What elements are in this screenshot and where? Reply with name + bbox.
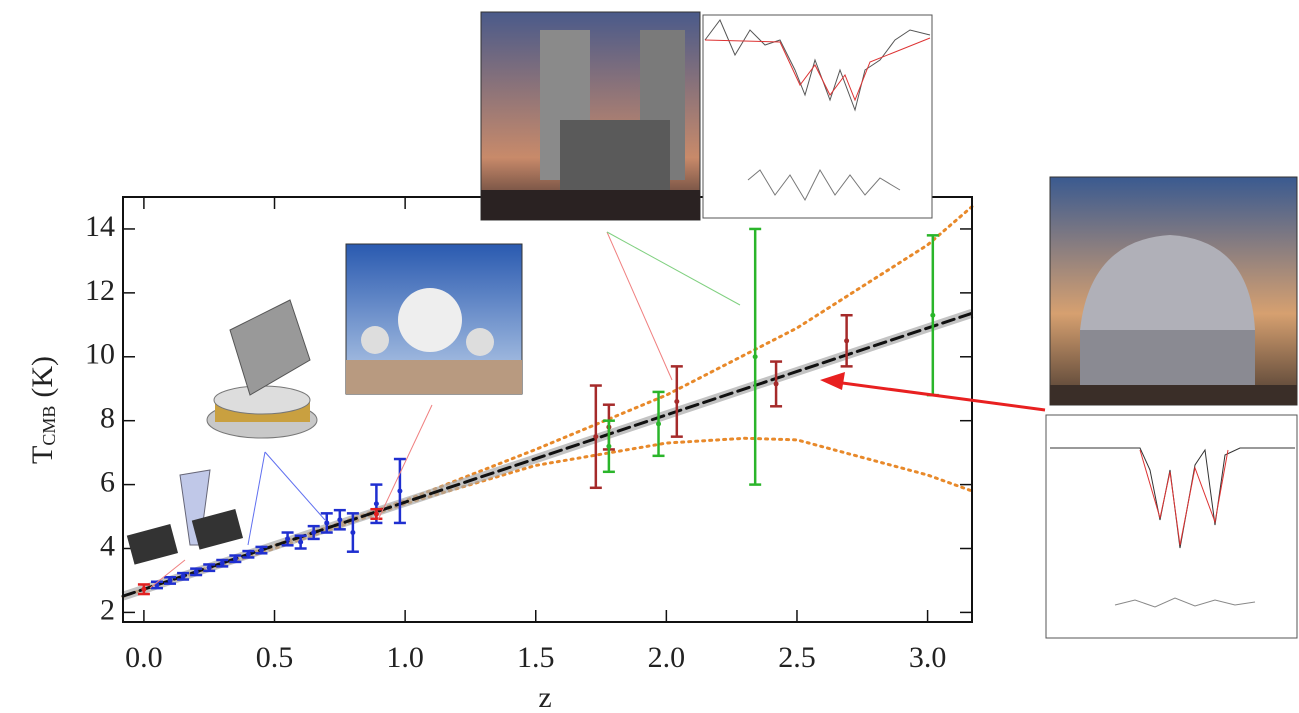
data-point	[220, 561, 225, 566]
y-tick-label: 10	[85, 338, 115, 371]
y-tick-label: 2	[100, 593, 115, 626]
photo-shape	[466, 328, 494, 356]
photo-shape	[560, 120, 670, 190]
pointer	[607, 232, 672, 380]
pointer	[265, 452, 325, 520]
x-tick-label: 2.5	[778, 641, 816, 674]
y-tick-label: 4	[100, 529, 115, 562]
x-tick-label: 0.0	[125, 641, 163, 674]
data-point	[774, 381, 779, 386]
data-point	[930, 313, 935, 318]
data-point	[374, 511, 379, 516]
pointer	[248, 452, 265, 545]
image-shape	[214, 386, 310, 414]
data-point	[168, 578, 173, 583]
data-point	[397, 488, 402, 493]
eelt-photo	[1050, 177, 1297, 405]
data-point	[298, 540, 303, 545]
data-point	[259, 548, 264, 553]
data-point	[246, 552, 251, 557]
vlt-photo	[481, 12, 700, 220]
spectrum-frame	[703, 15, 932, 218]
data-point	[233, 556, 238, 561]
photo-shape	[361, 326, 389, 354]
photo-shape	[398, 288, 462, 352]
bound-line	[123, 438, 972, 596]
photo-shape	[1080, 330, 1255, 390]
data-point	[141, 587, 146, 592]
pointer	[607, 232, 740, 305]
image-shape	[230, 300, 310, 395]
arrow-head	[820, 372, 845, 390]
x-axis-label: z	[538, 681, 551, 713]
photo-shape	[1050, 385, 1297, 405]
y-tick-label: 8	[100, 402, 115, 435]
y-tick-label: 12	[85, 274, 115, 307]
data-point	[311, 530, 316, 535]
vlt-spectrum	[703, 15, 932, 218]
y-label-sub: CMB	[39, 406, 59, 446]
x-tick-label: 0.5	[256, 641, 294, 674]
data-point	[154, 582, 159, 587]
y-tick-label: 6	[100, 465, 115, 498]
y-tick-label: 14	[85, 210, 115, 243]
data-point	[324, 520, 329, 525]
x-tick-label: 2.0	[648, 641, 686, 674]
satellite-image	[127, 470, 243, 565]
data-point	[337, 517, 342, 522]
data-point	[194, 569, 199, 574]
pointer-arrow	[835, 382, 1045, 410]
data-point	[593, 434, 598, 439]
y-axis-label: TCMB (K)	[26, 356, 59, 464]
alma-photo	[346, 244, 522, 394]
photo-shape	[481, 190, 700, 220]
data-point	[844, 338, 849, 343]
data-point	[181, 574, 186, 579]
chart: z TCMB (K)	[0, 0, 1299, 713]
data-point	[350, 530, 355, 535]
photo-shape	[346, 360, 522, 394]
x-tick-label: 3.0	[909, 641, 947, 674]
image-shape	[127, 524, 178, 565]
data-point	[606, 444, 611, 449]
y-label-unit: (K)	[26, 356, 59, 398]
data-point	[207, 565, 212, 570]
x-tick-label: 1.5	[517, 641, 555, 674]
y-label-main: T	[26, 446, 59, 464]
planck-image	[207, 300, 317, 438]
eelt-spectrum	[1046, 415, 1297, 638]
data-point	[374, 501, 379, 506]
data-point	[674, 399, 679, 404]
x-tick-label: 1.0	[386, 641, 424, 674]
data-point	[285, 536, 290, 541]
data-point	[753, 354, 758, 359]
page: {"chart_data": {"type": "errorbar", "x_l…	[0, 0, 1299, 713]
data-point	[656, 421, 661, 426]
